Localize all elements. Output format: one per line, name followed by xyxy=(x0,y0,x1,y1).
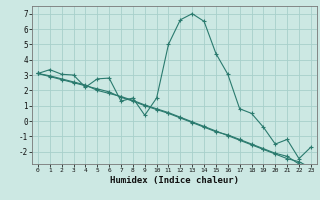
X-axis label: Humidex (Indice chaleur): Humidex (Indice chaleur) xyxy=(110,176,239,185)
